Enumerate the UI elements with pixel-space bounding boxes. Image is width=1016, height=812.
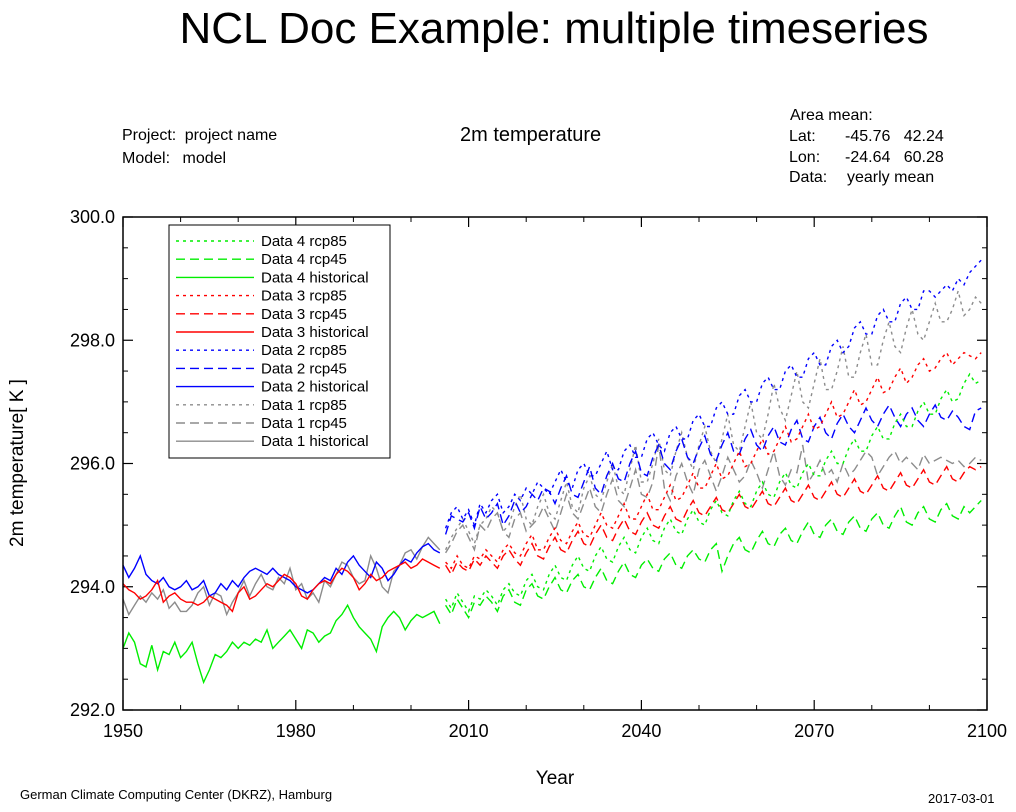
x-tick-label: 2040 (621, 721, 661, 741)
model-value: model (182, 150, 227, 167)
series-data-2-rcp85 (444, 259, 982, 529)
y-tick-label: 292.0 (70, 700, 115, 720)
legend-label: Data 3 historical (261, 324, 369, 341)
model-info: Model: model (122, 150, 226, 168)
lon-label: Lon: (789, 149, 821, 166)
project-value: project name (184, 127, 278, 144)
legend-label: Data 2 rcp45 (261, 360, 347, 377)
model-label: Model: (122, 150, 171, 167)
series-data-4-rcp45 (445, 500, 982, 620)
legend-label: Data 4 rcp45 (261, 251, 347, 268)
chart-title: 2m temperature (460, 124, 602, 146)
legend-label: Data 2 historical (261, 379, 369, 396)
x-tick-label: 2010 (449, 721, 489, 741)
legend-label: Data 3 rcp45 (261, 306, 347, 323)
legend-box (168, 224, 391, 459)
series-data-1-historical (122, 536, 441, 617)
series-data-3-historical (122, 558, 441, 613)
y-tick-label: 296.0 (70, 454, 115, 474)
series-data-1-rcp85 (444, 288, 982, 551)
data-label: Data: (789, 169, 828, 186)
series-data-1-rcp45 (445, 444, 982, 554)
legend-label: Data 2 rcp85 (261, 342, 347, 359)
project-info: Project: project name (122, 127, 277, 145)
y-tick-label: 298.0 (70, 330, 115, 350)
series-data-2-historical (122, 542, 441, 597)
series-data-3-rcp85 (445, 351, 982, 570)
x-tick-label: 1950 (103, 721, 143, 741)
series-data-3-rcp45 (445, 465, 982, 576)
data-value: yearly mean (847, 169, 935, 186)
lat-label: Lat: (789, 128, 816, 145)
legend-label: Data 3 rcp85 (261, 288, 347, 305)
x-tick-label: 2100 (967, 721, 1007, 741)
legend-label: Data 1 rcp85 (261, 397, 347, 414)
main-title: NCL Doc Example: multiple timeseries (179, 4, 929, 53)
x-axis-label: Year (536, 768, 575, 789)
plot-frame (122, 216, 988, 711)
series-lines (122, 259, 982, 685)
legend-label: Data 4 rcp85 (261, 233, 347, 250)
project-label: Project: (122, 127, 177, 144)
footer-credit: German Climate Computing Center (DKRZ), … (20, 787, 333, 802)
x-tick-label: 2070 (794, 721, 834, 741)
y-axis-label: 2m temperature[ K ] (7, 379, 28, 547)
series-data-4-rcp85 (445, 372, 982, 613)
lat-values: -45.76 42.24 (845, 128, 944, 145)
legend-label: Data 1 rcp45 (261, 415, 347, 432)
tick-labels: 1950 1980 2010 2040 2070 2100 292.0 294.0 296.0 2… (70, 207, 1007, 741)
series-data-4-historical (122, 603, 441, 685)
x-tick-label: 1980 (276, 721, 316, 741)
y-tick-label: 294.0 (70, 577, 115, 597)
legend-label: Data 1 historical (261, 433, 369, 450)
legend-label: Data 4 historical (261, 269, 369, 286)
series-data-2-rcp45 (444, 403, 982, 535)
lon-values: -24.64 60.28 (845, 149, 944, 166)
footer-date: 2017-03-01 (928, 791, 995, 806)
area-mean-title: Area mean: (790, 107, 873, 124)
y-tick-label: 300.0 (70, 207, 115, 227)
